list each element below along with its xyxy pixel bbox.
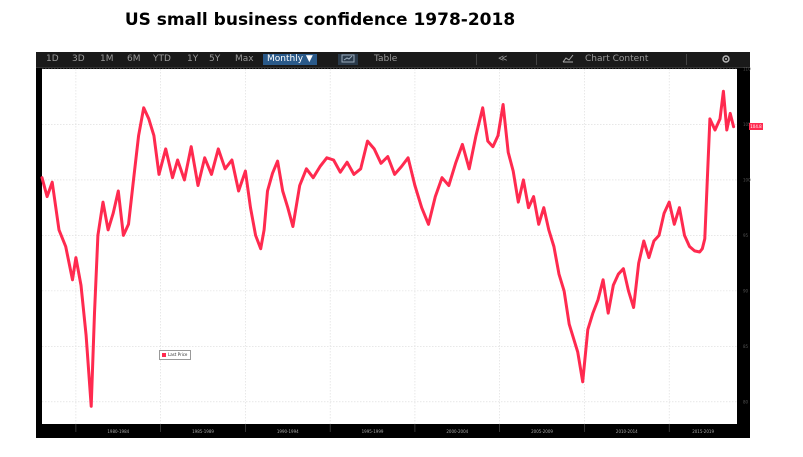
range-3d-button[interactable]: 3D xyxy=(72,54,85,64)
range-6m-button[interactable]: 6M xyxy=(127,54,141,64)
chart-content-button[interactable]: Chart Content xyxy=(585,54,649,64)
settings-gear-icon[interactable] xyxy=(721,54,731,65)
y-tick-label: 100 xyxy=(743,177,751,182)
range-max-button[interactable]: Max xyxy=(235,54,254,64)
range-5y-button[interactable]: 5Y xyxy=(209,54,221,64)
legend-swatch xyxy=(162,353,166,357)
range-1d-button[interactable]: 1D xyxy=(46,54,59,64)
y-tick-label: 85 xyxy=(743,344,749,349)
y-tick-label: 80 xyxy=(743,399,749,404)
chart-toolbar: 1D 3D 1M 6M YTD 1Y 5Y Max Monthly ▼ Tabl… xyxy=(36,52,750,68)
x-tick-label: 1995-1999 xyxy=(362,429,384,434)
y-tick-label: 95 xyxy=(743,233,749,238)
chart-type-icon[interactable] xyxy=(338,54,358,65)
range-1m-button[interactable]: 1M xyxy=(100,54,114,64)
toolbar-divider xyxy=(686,54,687,65)
y-tick-label: 105 xyxy=(743,122,751,127)
series-layer xyxy=(40,89,736,408)
table-button[interactable]: Table xyxy=(374,54,398,64)
x-tick-label: 2000-2004 xyxy=(446,429,468,434)
collapse-button[interactable]: ≪ xyxy=(498,54,508,64)
x-tick-label: 2005-2009 xyxy=(531,429,553,434)
x-axis: 1980-1984 1985-1989 1990-1994 1995-1999 2000… xyxy=(75,424,714,434)
x-tick-label: 2015-2019 xyxy=(692,429,714,434)
x-tick-label: 1985-1989 xyxy=(192,429,214,434)
series-line xyxy=(40,89,736,408)
last-value-badge: 104.8 xyxy=(749,123,763,130)
grid xyxy=(42,68,737,424)
chart-title: US small business confidence 1978-2018 xyxy=(124,10,516,30)
chart-content-icon[interactable] xyxy=(562,54,574,65)
range-ytd-button[interactable]: YTD xyxy=(153,54,171,64)
x-tick-label: 2010-2014 xyxy=(616,429,638,434)
toolbar-divider xyxy=(536,54,537,65)
y-tick-label: 90 xyxy=(743,288,749,293)
x-tick-label: 1980-1984 xyxy=(107,429,129,434)
legend: Last Price xyxy=(159,350,191,360)
period-dropdown[interactable]: Monthly ▼ xyxy=(263,54,317,65)
range-1y-button[interactable]: 1Y xyxy=(187,54,199,64)
y-tick-label: 110 xyxy=(743,67,751,72)
legend-label: Last Price xyxy=(168,352,188,357)
plot-area xyxy=(42,69,737,424)
y-axis: 80 85 90 95 100 105 110 xyxy=(743,67,751,405)
x-tick-label: 1990-1994 xyxy=(277,429,299,434)
toolbar-divider xyxy=(476,54,477,65)
